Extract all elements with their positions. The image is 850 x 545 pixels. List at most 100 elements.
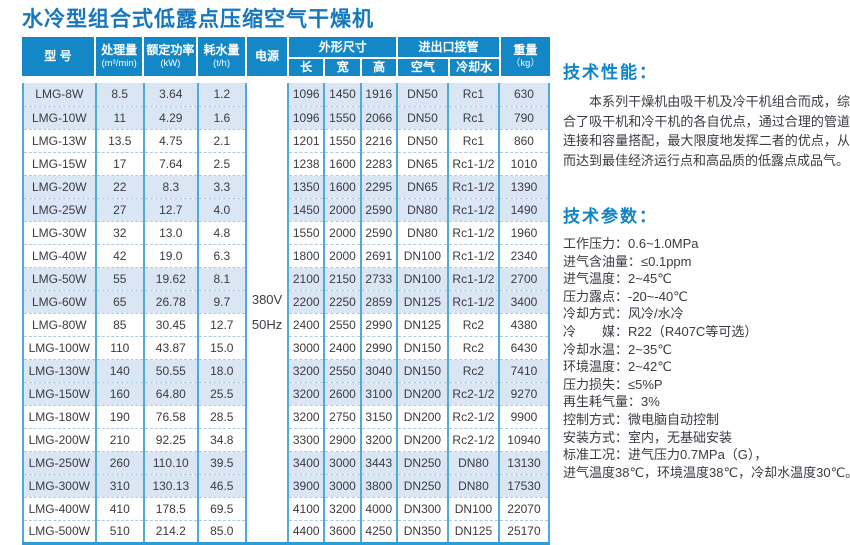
cell-air: DN300: [395, 496, 449, 520]
cell-air: DN80: [395, 197, 449, 221]
cell-capacity: 510: [94, 519, 145, 543]
cell-water: 1.2: [196, 83, 248, 106]
cell-power: 19.0: [142, 243, 199, 267]
cell-air: DN200: [395, 404, 449, 428]
cell-capacity: 160: [94, 381, 145, 405]
cell-air: DN200: [395, 427, 449, 451]
cell-cooling: DN80: [446, 473, 500, 497]
cell-weight: 1960: [497, 220, 551, 244]
cell-cooling: Rc1: [446, 105, 500, 129]
cell-power: 130.13: [142, 473, 199, 497]
cell-model: LMG-50W: [22, 266, 97, 290]
parameter-item: 进气含油量：≤0.1ppm: [563, 253, 692, 269]
col-header-weight: 重量 （kg）: [498, 35, 550, 78]
table-row: LMG-8W 8.5 3.64 1.2 380V 50Hz 1096 1450 1916 DN50…: [22, 83, 551, 543]
col-header-cooling-water: 冷却水: [447, 57, 500, 78]
cell-length: 3900: [287, 473, 326, 497]
cell-weight: 17530: [497, 473, 551, 497]
table-row: LMG-250W 260 110.10 39.5 3400 3000 3443 DN250 DN…: [22, 450, 551, 474]
cell-height: 2590: [359, 197, 398, 221]
cell-water: 4.0: [196, 197, 248, 221]
cell-width: 2750: [323, 404, 362, 428]
cell-width: 2150: [323, 266, 362, 290]
cell-width: 1450: [323, 83, 362, 106]
cell-width: 1550: [323, 105, 362, 129]
cell-length: 3200: [287, 381, 326, 405]
cell-width: 3000: [323, 450, 362, 474]
cell-model: LMG-15W: [22, 151, 97, 175]
parameter-item: 再生耗气量：3%: [563, 394, 660, 410]
cell-width: 2600: [323, 381, 362, 405]
cell-water: 4.8: [196, 220, 248, 244]
cell-cooling: Rc1: [446, 83, 500, 106]
cell-weight: 4380: [497, 312, 551, 336]
cell-cooling: Rc1-1/2: [446, 174, 500, 198]
col-header-water-label: 耗水量: [203, 43, 240, 58]
cell-weight: 22070: [497, 496, 551, 520]
col-header-dimensions: 外形尺寸: [287, 35, 399, 59]
cell-capacity: 190: [94, 404, 145, 428]
cell-air: DN200: [395, 381, 449, 405]
cell-water: 3.3: [196, 174, 248, 198]
col-header-model-label: 型 号: [44, 49, 72, 63]
cell-cooling: Rc1-1/2: [446, 197, 500, 221]
cell-height: 3200: [359, 427, 398, 451]
cell-width: 2000: [323, 197, 362, 221]
cell-model: LMG-200W: [22, 427, 97, 451]
cell-height: 2691: [359, 243, 398, 267]
col-header-water: 耗水量 (t/h): [196, 35, 247, 78]
cell-cooling: Rc1-1/2: [446, 243, 500, 267]
cell-power: 26.78: [142, 289, 199, 313]
parameter-item: 环境温度：2~42℃: [563, 359, 672, 375]
cell-power: 76.58: [142, 404, 199, 428]
cell-capacity: 260: [94, 450, 145, 474]
cell-height: 2295: [359, 174, 398, 198]
cell-capacity: 85: [94, 312, 145, 336]
cell-height: 3800: [359, 473, 398, 497]
cell-weight: 790: [497, 105, 551, 129]
cell-model: LMG-8W: [22, 83, 97, 106]
parameter-item: 冷却水温：2~35℃: [563, 341, 672, 357]
cell-capacity: 42: [94, 243, 145, 267]
cell-air: DN150: [395, 358, 449, 382]
table-row: LMG-50W 55 19.62 8.1 2100 2150 2733 DN100 Rc1-1/…: [22, 266, 551, 290]
parameter-item: 控制方式：微电脑自动控制: [563, 411, 720, 427]
table-row: LMG-25W 27 12.7 4.0 1450 2000 2590 DN80 Rc1-1/2 1…: [22, 197, 551, 221]
cell-cooling: Rc1-1/2: [446, 289, 500, 313]
cell-model: LMG-300W: [22, 473, 97, 497]
table-row: LMG-60W 65 26.78 9.7 2200 2250 2859 DN125 Rc1-1/…: [22, 289, 551, 313]
cell-air: DN250: [395, 450, 449, 474]
cell-length: 2200: [287, 289, 326, 313]
cell-air: DN50: [395, 83, 449, 106]
cell-weight: 3400: [497, 289, 551, 313]
cell-power: 64.80: [142, 381, 199, 405]
cell-capacity: 8.5: [94, 83, 145, 106]
parameter-item: 进气温度38℃，环境温度38℃，冷却水温度30℃。: [563, 464, 850, 480]
cell-weight: 6430: [497, 335, 551, 359]
cell-capacity: 410: [94, 496, 145, 520]
cell-cooling: Rc2-1/2: [446, 427, 500, 451]
cell-air: DN150: [395, 335, 449, 359]
parameter-item: 进气温度：2~45℃: [563, 271, 672, 287]
cell-water: 8.1: [196, 266, 248, 290]
cell-model: LMG-30W: [22, 220, 97, 244]
cell-length: 1550: [287, 220, 326, 244]
col-header-model: 型 号: [22, 35, 96, 78]
cell-water: 1.6: [196, 105, 248, 129]
cell-length: 3400: [287, 450, 326, 474]
cell-air: DN65: [395, 151, 449, 175]
cell-power: 92.25: [142, 427, 199, 451]
cell-length: 1238: [287, 151, 326, 175]
cell-capacity: 32: [94, 220, 145, 244]
cell-power: 43.87: [142, 335, 199, 359]
cell-power: 30.45: [142, 312, 199, 336]
cell-water: 6.3: [196, 243, 248, 267]
col-header-capacity: 处理量 (m³/min): [93, 35, 145, 78]
cell-weight: 630: [497, 83, 551, 106]
spec-table: 型 号 处理量 (m³/min) 额定功率 (kW) 耗水量 (t/h) 电源 …: [22, 35, 551, 545]
cell-water: 2.1: [196, 128, 248, 152]
col-header-width: 宽: [323, 57, 362, 78]
cell-capacity: 13.5: [94, 128, 145, 152]
cell-model: LMG-130W: [22, 358, 97, 382]
